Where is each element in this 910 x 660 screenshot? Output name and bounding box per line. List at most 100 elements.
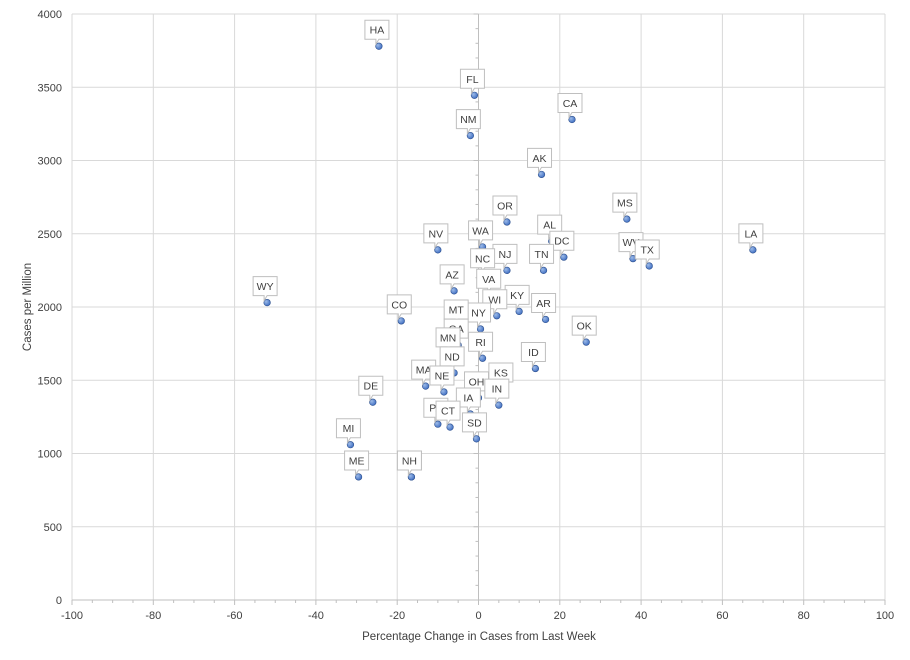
data-label-text: OR bbox=[497, 201, 513, 213]
data-label-text: MN bbox=[440, 332, 456, 344]
x-tick-label: 100 bbox=[876, 610, 894, 622]
x-tick-label: -40 bbox=[308, 610, 324, 622]
data-label-text: NY bbox=[471, 307, 486, 319]
y-tick-label: 2500 bbox=[38, 229, 62, 241]
x-tick-label: 0 bbox=[475, 610, 481, 622]
data-label-text: MS bbox=[617, 198, 633, 210]
data-label-text: MT bbox=[449, 305, 465, 317]
data-label-box bbox=[439, 264, 465, 291]
data-point-sd bbox=[472, 435, 481, 443]
data-point-de bbox=[369, 398, 377, 406]
data-label-box bbox=[252, 276, 278, 303]
data-point-ct bbox=[446, 423, 454, 431]
data-label-mn: MN bbox=[435, 327, 461, 354]
tick-labels: -100 -80 -60 -40 -20 0 20 40 60 80 100050010001500… bbox=[38, 9, 895, 622]
data-label-sd: SD bbox=[461, 412, 487, 439]
data-label-text: HA bbox=[370, 25, 385, 37]
data-label-box bbox=[461, 412, 487, 439]
data-label-box bbox=[344, 450, 370, 477]
data-label-mi: MI bbox=[335, 418, 361, 445]
y-axis-title: Cases per Million bbox=[22, 263, 34, 351]
data-label-id: ID bbox=[520, 342, 546, 369]
data-point-pa bbox=[434, 420, 442, 428]
data-label-ms: MS bbox=[612, 192, 638, 219]
data-label-box bbox=[364, 19, 390, 47]
data-label-text: ID bbox=[528, 347, 539, 359]
data-point-ak bbox=[537, 170, 546, 179]
data-point-ma bbox=[422, 382, 430, 390]
data-label-text: DC bbox=[554, 236, 570, 248]
data-point-ok bbox=[582, 338, 590, 346]
data-point-co bbox=[397, 317, 405, 325]
x-axis-title: Percentage Change in Cases from Last Wee… bbox=[362, 631, 596, 643]
data-label-text: IA bbox=[463, 392, 473, 404]
data-point-ri bbox=[478, 354, 487, 362]
data-label-or: OR bbox=[492, 195, 518, 222]
data-point-az bbox=[450, 287, 458, 295]
data-label-box bbox=[738, 223, 764, 250]
data-label-text: CA bbox=[563, 98, 578, 110]
data-label-ri: RI bbox=[468, 331, 494, 359]
data-label-text: NV bbox=[429, 228, 444, 240]
data-point-fl bbox=[470, 91, 479, 99]
data-label-box bbox=[484, 378, 510, 405]
data-point-tn bbox=[539, 266, 548, 274]
x-tick-label: -80 bbox=[145, 610, 161, 622]
data-label-ct: CT bbox=[435, 400, 461, 427]
data-label-ar: AR bbox=[531, 292, 557, 320]
data-label-box bbox=[459, 68, 485, 96]
data-label-text: AZ bbox=[445, 269, 459, 281]
data-point-ne bbox=[440, 388, 448, 396]
data-label-tn: TN bbox=[529, 243, 555, 271]
data-point-ms bbox=[623, 215, 631, 223]
data-label-text: IN bbox=[492, 384, 503, 396]
data-point-or bbox=[503, 218, 511, 226]
data-label-box bbox=[527, 147, 553, 175]
data-point-id bbox=[531, 364, 540, 373]
data-point-ky bbox=[515, 307, 523, 315]
y-tick-label: 1500 bbox=[38, 375, 62, 387]
data-point-nv bbox=[434, 246, 442, 254]
data-point-dc bbox=[560, 253, 568, 261]
data-label-nj: NJ bbox=[492, 243, 518, 271]
data-label-text: NM bbox=[460, 114, 476, 126]
data-label-text: KS bbox=[494, 368, 508, 380]
x-tick-label: 20 bbox=[554, 610, 566, 622]
data-label-ca: CA bbox=[557, 92, 583, 120]
data-point-nm bbox=[466, 131, 474, 140]
data-label-text: AL bbox=[543, 220, 556, 232]
x-tick-label: 80 bbox=[798, 610, 810, 622]
data-label-wy: WY bbox=[252, 276, 278, 303]
data-label-text: AK bbox=[532, 153, 546, 165]
data-label-text: DE bbox=[364, 381, 379, 393]
data-label-box bbox=[634, 239, 660, 266]
data-label-text: MA bbox=[416, 365, 432, 377]
data-label-text: AR bbox=[536, 298, 551, 310]
data-label-ok: OK bbox=[571, 315, 597, 342]
data-label-text: NE bbox=[435, 370, 450, 382]
data-point-in bbox=[495, 401, 503, 409]
data-label-ha: HA bbox=[364, 19, 390, 47]
data-point-mi bbox=[346, 441, 355, 449]
data-label-text: FL bbox=[466, 74, 478, 86]
data-label-box bbox=[520, 342, 546, 369]
data-point-wi bbox=[493, 312, 501, 320]
data-label-text: ME bbox=[349, 455, 365, 467]
data-label-wa: WA bbox=[468, 220, 494, 247]
data-label-box bbox=[358, 375, 384, 403]
data-label-va: VA bbox=[476, 268, 502, 296]
data-label-text: LA bbox=[744, 228, 757, 240]
data-label-ny: NY bbox=[466, 302, 492, 329]
data-label-nv: NV bbox=[423, 223, 449, 250]
data-label-de: DE bbox=[358, 375, 384, 403]
data-label-text: ND bbox=[445, 351, 461, 363]
data-label-box bbox=[335, 418, 361, 445]
data-label-box bbox=[557, 92, 583, 120]
data-label-box bbox=[386, 294, 412, 321]
x-tick-label: 40 bbox=[635, 610, 647, 622]
data-label-la: LA bbox=[738, 223, 764, 250]
data-label-box bbox=[468, 331, 494, 359]
data-label-ne: NE bbox=[429, 365, 455, 392]
data-label-text: TX bbox=[641, 244, 654, 256]
